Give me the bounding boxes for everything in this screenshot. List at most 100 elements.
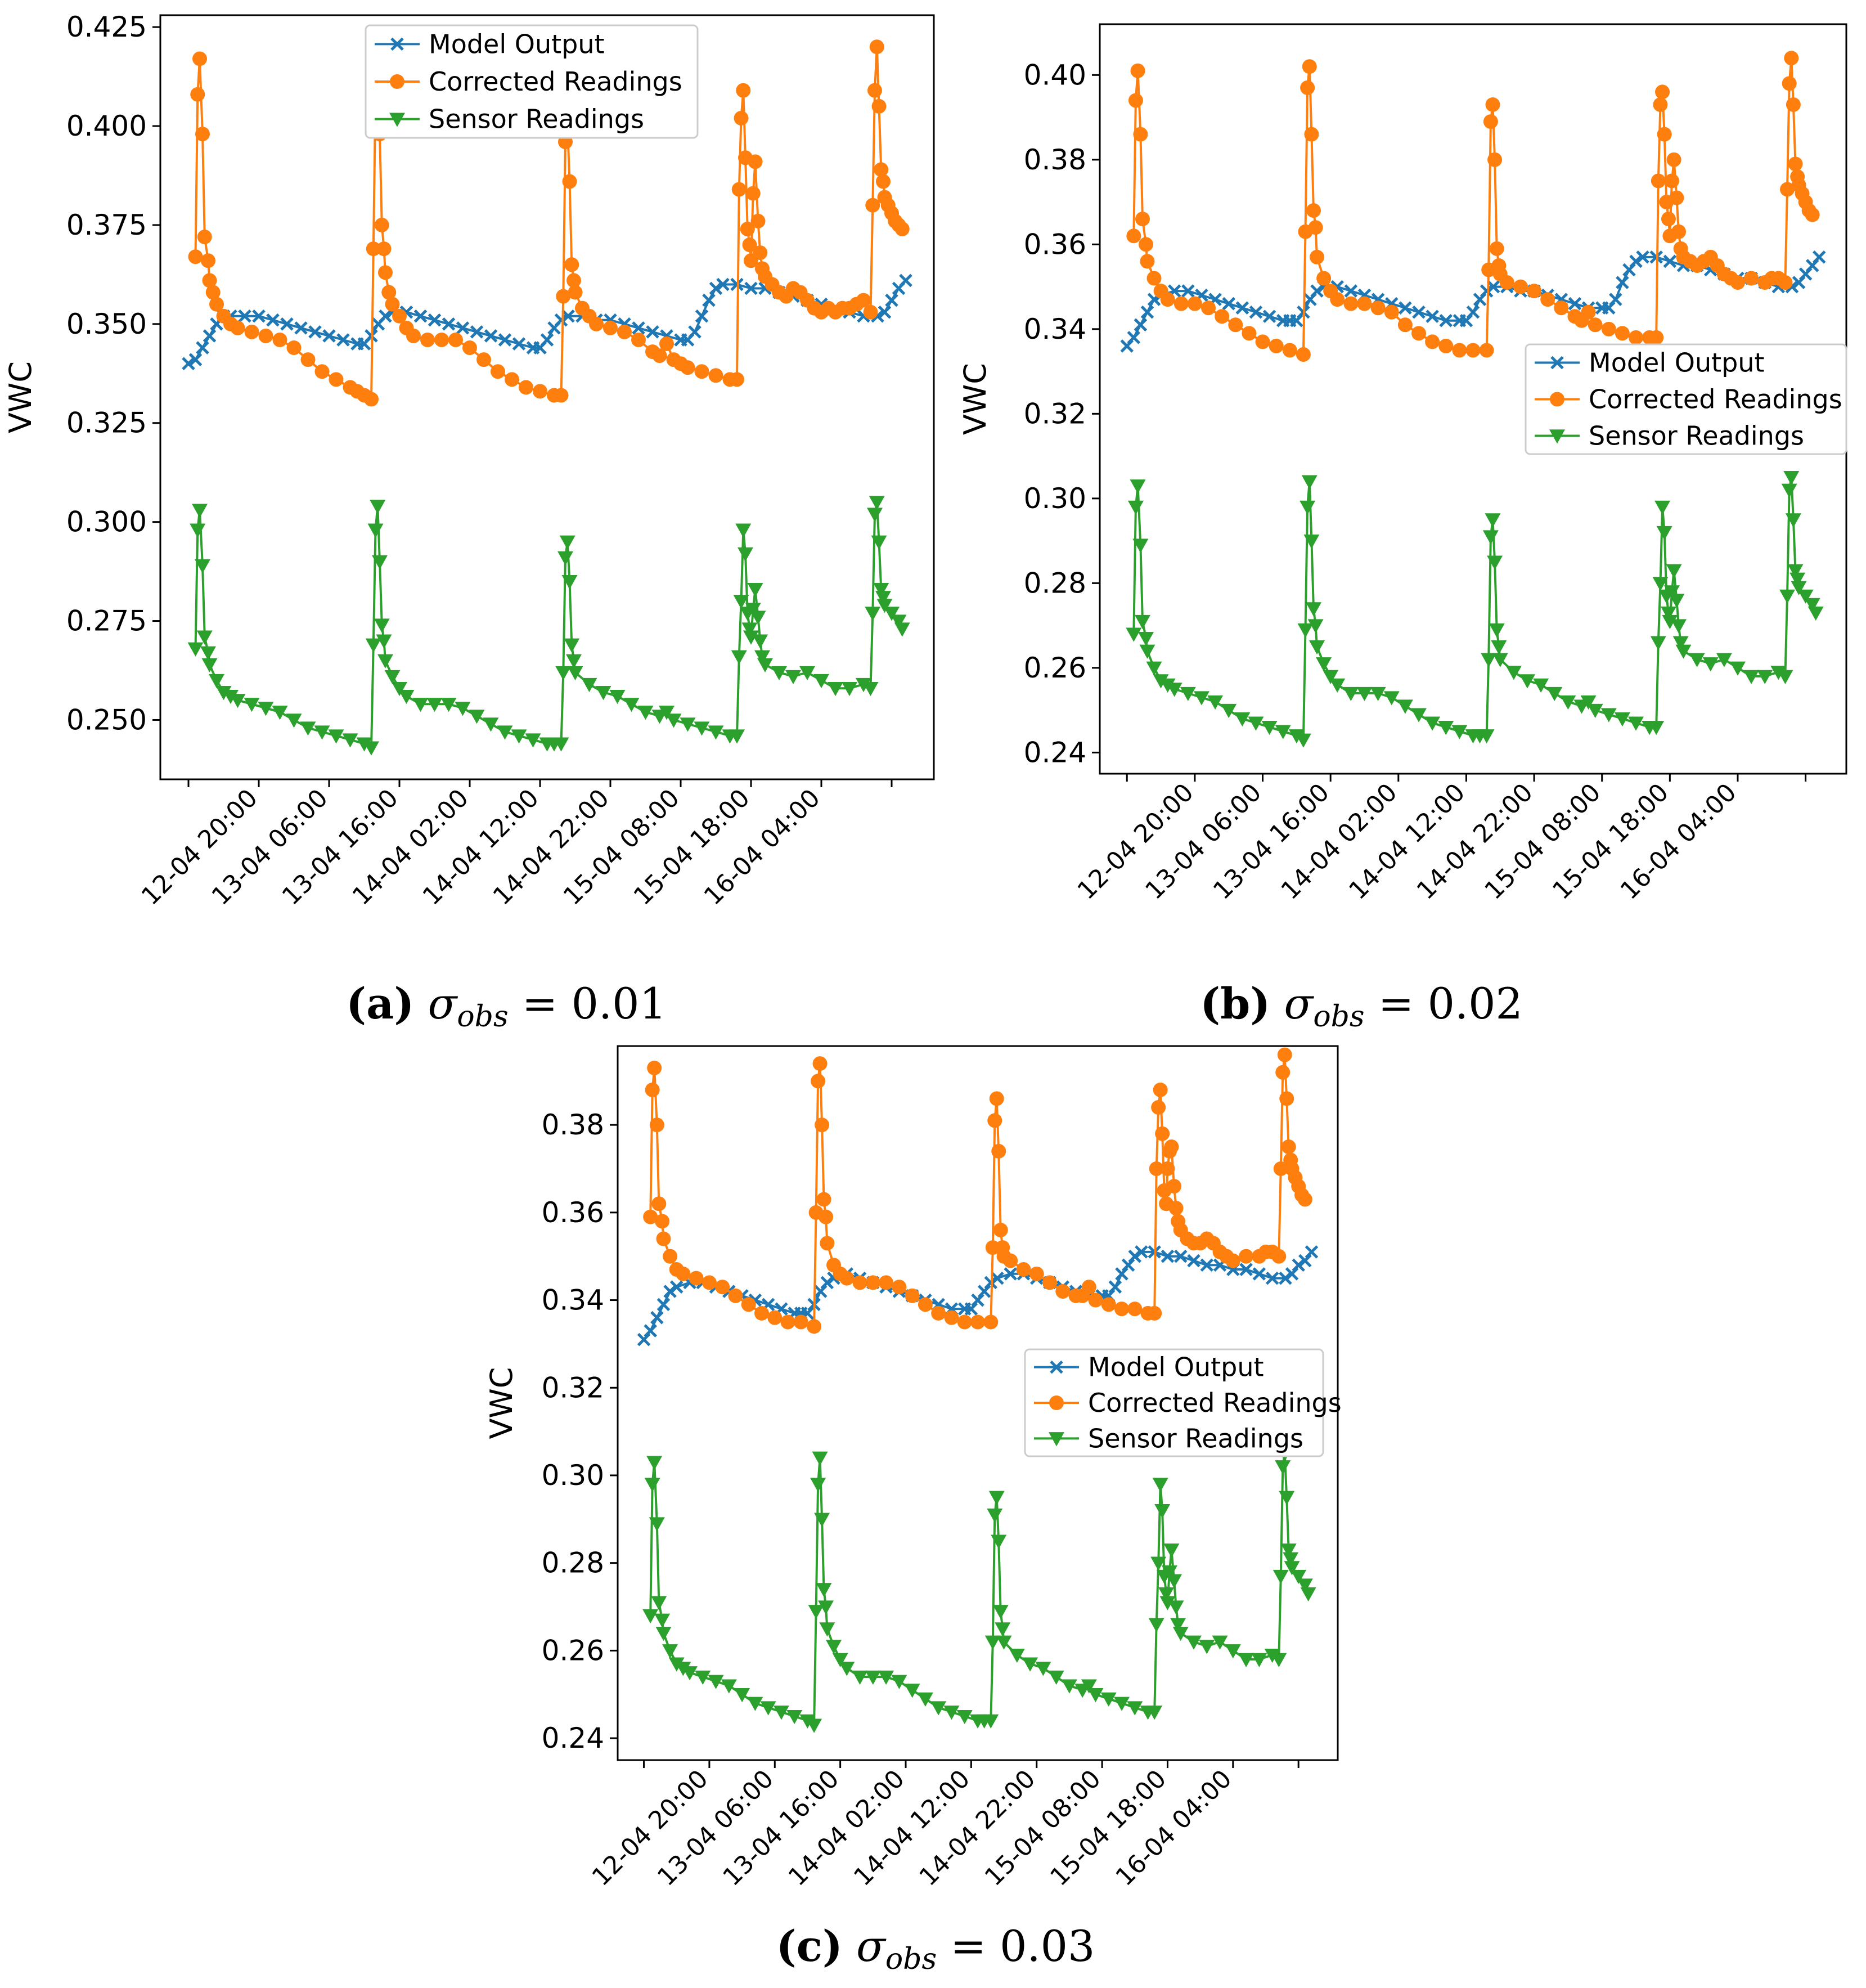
data-point-sensor xyxy=(1295,733,1311,748)
data-point-model xyxy=(1285,1267,1299,1281)
data-point-sensor xyxy=(865,607,881,621)
data-point-sensor xyxy=(376,634,392,649)
data-point-corrected xyxy=(1133,127,1148,142)
caption-space xyxy=(1270,979,1284,1029)
data-point-sensor xyxy=(497,725,513,740)
data-point-sensor xyxy=(1666,564,1682,578)
data-point-corrected xyxy=(476,352,491,367)
y-tick-label: 0.38 xyxy=(542,1109,604,1141)
data-point-sensor xyxy=(646,1456,663,1470)
data-point-sensor xyxy=(469,710,485,724)
data-point-corrected xyxy=(1669,190,1684,205)
data-point-sensor xyxy=(1729,661,1746,676)
data-point-sensor xyxy=(559,535,575,550)
caption-sigma: σ xyxy=(428,979,458,1029)
data-point-corrected xyxy=(1657,127,1672,142)
legend-box xyxy=(1024,1348,1324,1457)
caption-subscript: obs xyxy=(885,1942,937,1976)
data-point-sensor xyxy=(1614,712,1630,727)
data-point-corrected xyxy=(1782,76,1797,91)
axes-frame xyxy=(159,14,935,780)
data-point-corrected xyxy=(647,1060,662,1075)
data-point-sensor xyxy=(1275,725,1291,739)
data-point-model xyxy=(470,325,484,339)
data-point-model xyxy=(1310,284,1324,298)
data-point-model xyxy=(820,1276,834,1290)
data-point-sensor xyxy=(1489,623,1505,638)
data-point-sensor xyxy=(1654,500,1671,515)
data-point-sensor xyxy=(826,1640,842,1654)
data-point-corrected xyxy=(603,320,618,335)
data-point-model xyxy=(456,321,470,335)
data-point-sensor xyxy=(741,622,758,637)
data-point-sensor xyxy=(668,1657,685,1672)
data-point-model xyxy=(1140,305,1154,319)
data-point-model xyxy=(964,1302,978,1316)
data-point-model xyxy=(1004,1267,1017,1281)
series-line-corrected xyxy=(649,1053,1306,1328)
data-point-model xyxy=(1279,1271,1292,1285)
data-point-model xyxy=(428,313,442,327)
data-point-sensor xyxy=(680,717,696,732)
data-point-corrected xyxy=(1588,317,1603,333)
data-point-corrected xyxy=(1554,300,1569,316)
data-point-sensor xyxy=(553,737,569,752)
data-point-model xyxy=(991,1271,1004,1285)
y-tick-label: 0.325 xyxy=(66,407,147,439)
data-point-model xyxy=(1181,284,1195,298)
data-point-sensor xyxy=(1283,1552,1299,1567)
data-point-sensor xyxy=(904,1684,920,1698)
data-point-corrected xyxy=(820,1236,835,1251)
caption-subscript: obs xyxy=(457,1000,508,1034)
data-point-model xyxy=(1127,331,1141,344)
data-point-model xyxy=(650,1311,664,1325)
data-point-sensor xyxy=(666,713,682,728)
data-point-sensor xyxy=(230,694,246,708)
data-point-sensor xyxy=(215,686,232,701)
y-axis-label: VWC xyxy=(3,361,38,433)
data-point-model xyxy=(695,309,709,323)
x-tick-label: 14-04 02:00 xyxy=(1276,778,1403,905)
data-point-sensor xyxy=(1807,606,1824,621)
data-point-corrected xyxy=(1483,114,1498,129)
data-point-model xyxy=(1135,1245,1148,1259)
data-point-corrected xyxy=(1139,237,1154,252)
data-point-model xyxy=(1486,280,1500,294)
data-point-corrected xyxy=(392,308,407,324)
data-point-model xyxy=(512,337,526,351)
data-point-corrected xyxy=(1127,1302,1143,1317)
data-point-sensor xyxy=(1221,703,1237,719)
data-point-corrected xyxy=(1479,343,1494,358)
data-point-sensor xyxy=(272,706,288,720)
data-point-corrected xyxy=(209,297,224,312)
data-point-corrected xyxy=(1540,292,1555,307)
data-point-corrected xyxy=(754,1305,769,1321)
caption-value: = 0.01 xyxy=(509,979,667,1029)
data-point-corrected xyxy=(1411,326,1426,341)
data-point-corrected xyxy=(1452,343,1467,358)
data-point-sensor xyxy=(1166,683,1182,697)
data-point-corrected xyxy=(879,1275,894,1290)
data-point-corrected xyxy=(1499,275,1514,290)
data-point-sensor xyxy=(1662,614,1678,630)
data-point-sensor xyxy=(398,690,415,704)
data-point-sensor xyxy=(1770,666,1787,680)
legend-label: Sensor Readings xyxy=(1088,1423,1303,1453)
data-point-sensor xyxy=(806,1718,822,1733)
data-point-corrected xyxy=(867,83,882,98)
data-point-sensor xyxy=(1048,1670,1064,1685)
data-point-sensor xyxy=(1061,1679,1077,1694)
data-point-sensor xyxy=(511,729,527,744)
data-point-sensor xyxy=(1199,1640,1215,1654)
data-point-model xyxy=(413,309,428,323)
data-point-corrected xyxy=(286,340,302,356)
data-point-sensor xyxy=(1702,657,1719,672)
data-point-sensor xyxy=(412,698,429,712)
caption-letter: (b) xyxy=(1200,979,1270,1029)
caption-subscript: obs xyxy=(1313,1000,1364,1034)
data-point-sensor xyxy=(988,1491,1005,1505)
data-point-corrected xyxy=(1088,1293,1103,1308)
data-point-corrected xyxy=(300,352,316,367)
data-point-corrected xyxy=(434,332,449,347)
series-sensor xyxy=(187,496,910,756)
